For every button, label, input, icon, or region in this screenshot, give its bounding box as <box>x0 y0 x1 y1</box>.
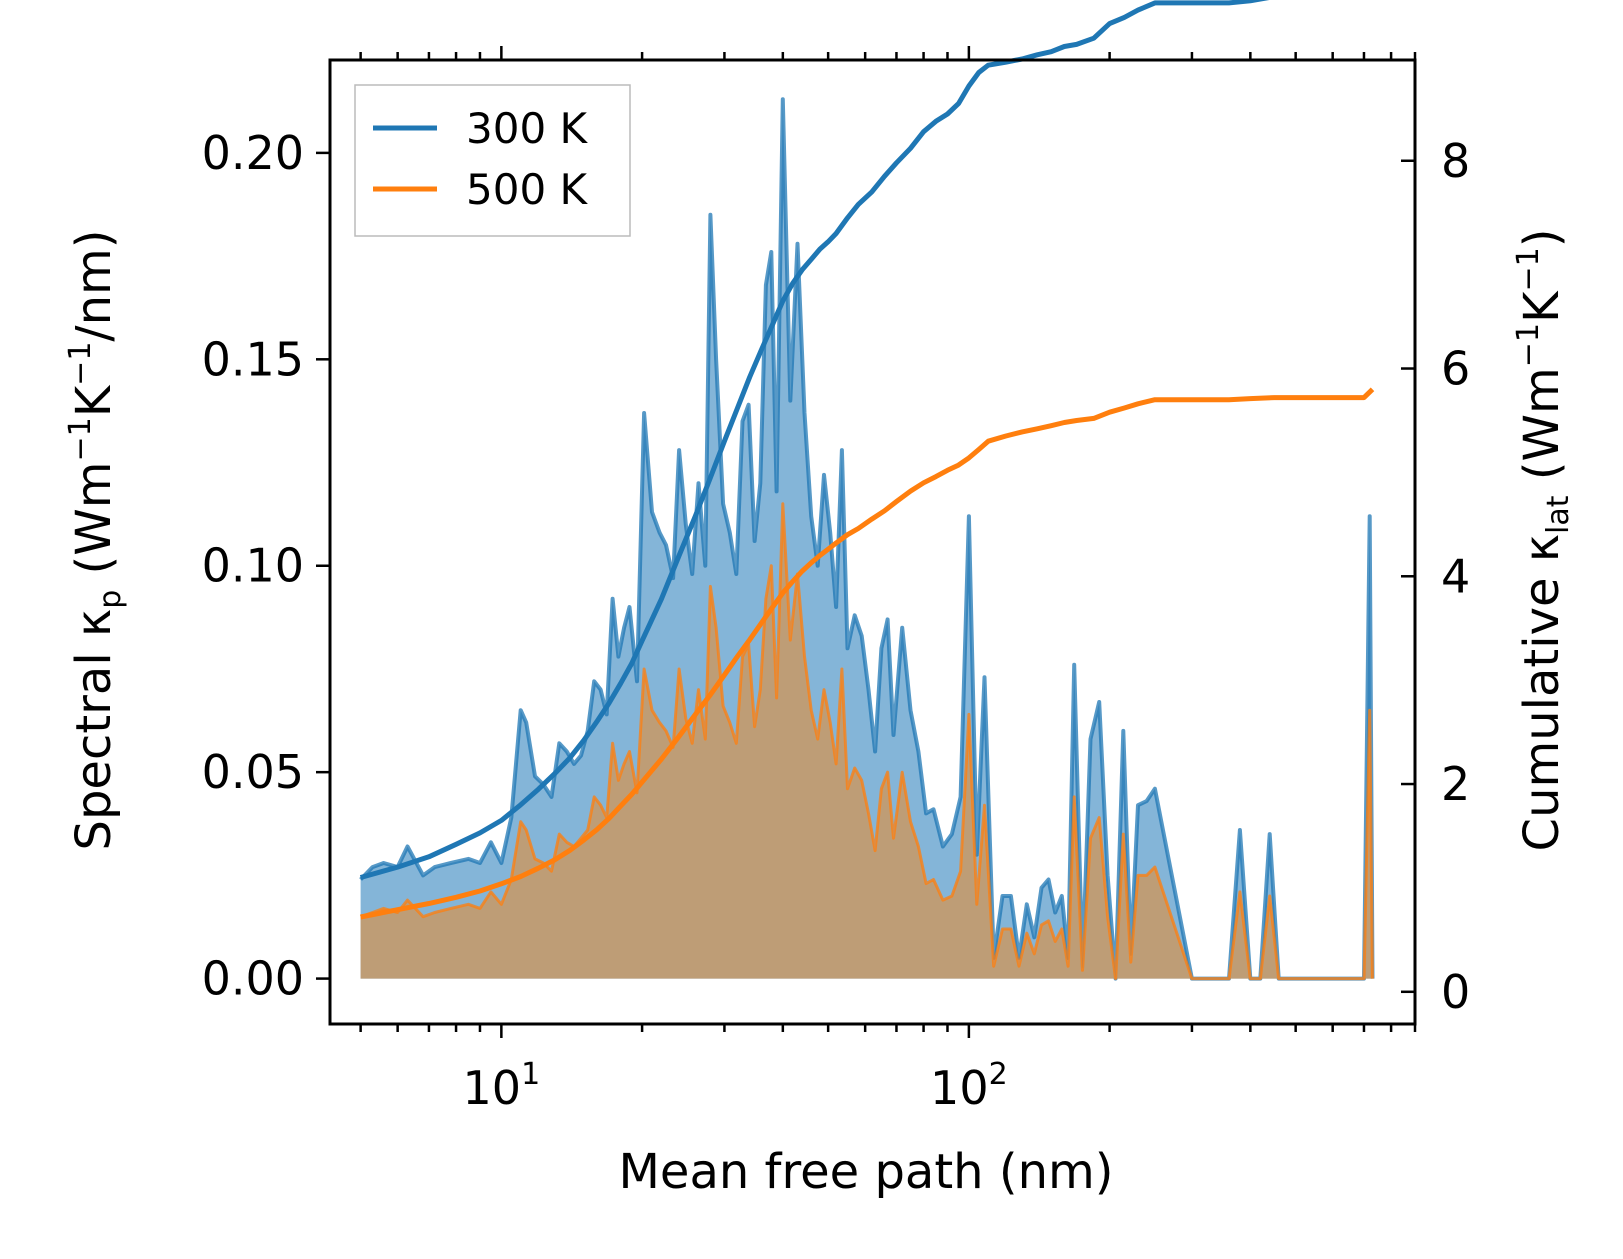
legend-box <box>354 84 631 237</box>
cumulative-line-300k <box>359 0 1270 880</box>
axes-frame <box>328 58 1417 1026</box>
y-right-tick-label: 0 <box>1441 965 1470 1019</box>
y-left-tick-label: 0.15 <box>202 332 304 386</box>
x-tick-label: 102 <box>930 1057 1008 1115</box>
y-right-tick-label: 4 <box>1441 549 1470 603</box>
legend: 300 K 500 K <box>354 84 631 237</box>
spectral-line-500k <box>360 502 1374 981</box>
plot-content <box>359 0 1375 981</box>
legend-label-300k: 300 K <box>466 104 589 153</box>
tick-marks: 0.00 0.05 0.10 0.15 0.20 0 2 4 6 8 101 102 <box>202 46 1470 1115</box>
y-axis-label-left: Spectral κp (Wm−1K−1/nm) <box>63 230 128 851</box>
y-right-tick-label: 8 <box>1441 134 1470 188</box>
y-left-tick-label: 0.05 <box>202 745 304 799</box>
x-tick-label: 101 <box>463 1057 541 1115</box>
x-axis-label: Mean free path (nm) <box>619 1144 1114 1200</box>
y-left-tick-label: 0.00 <box>202 952 304 1006</box>
y-left-tick-label: 0.10 <box>202 539 304 593</box>
y-left-tick-label: 0.20 <box>202 126 304 180</box>
y-right-tick-label: 6 <box>1441 342 1470 396</box>
cumulative-line-500k <box>360 387 1375 920</box>
spectral-area-500k <box>360 503 1373 979</box>
legend-label-500k: 500 K <box>466 165 589 214</box>
y-right-tick-label: 2 <box>1441 757 1470 811</box>
y-axis-label-right: Cumulative κlat (Wm−1K−1) <box>1511 229 1576 852</box>
